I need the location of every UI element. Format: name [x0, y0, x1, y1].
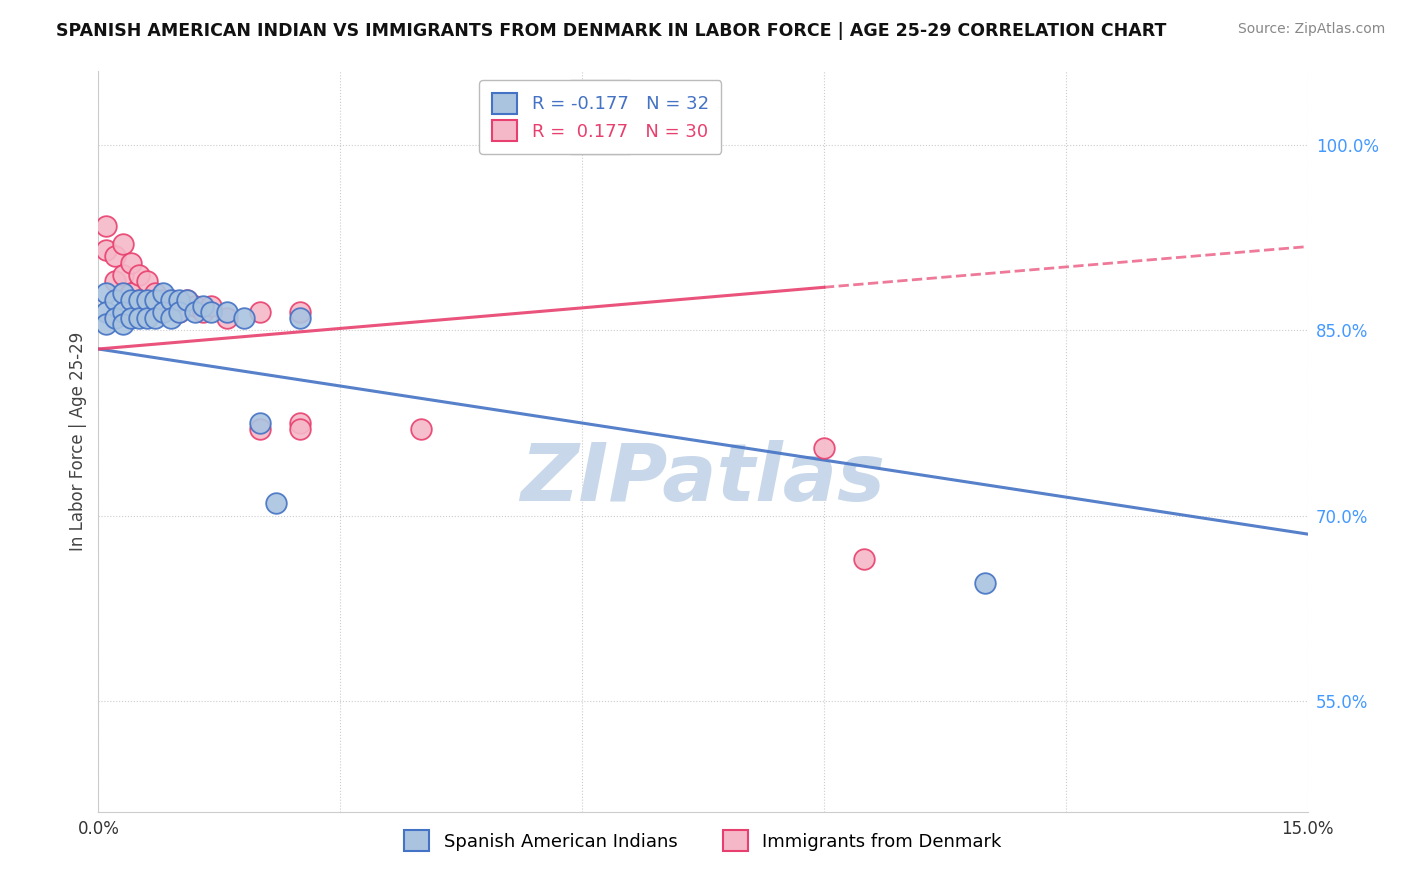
- Point: [167, 293, 190, 307]
- Point: [103, 274, 125, 288]
- Point: [813, 441, 835, 455]
- Legend: Spanish American Indians, Immigrants from Denmark: Spanish American Indians, Immigrants fro…: [394, 820, 1012, 862]
- Point: [193, 305, 215, 319]
- Point: [120, 286, 142, 301]
- Point: [288, 422, 311, 436]
- Point: [264, 496, 287, 510]
- Point: [193, 299, 215, 313]
- Point: [249, 305, 271, 319]
- Point: [96, 219, 118, 233]
- Point: [135, 274, 157, 288]
- Text: ZIPatlas: ZIPatlas: [520, 440, 886, 517]
- Point: [167, 305, 190, 319]
- Point: [288, 416, 311, 430]
- Point: [103, 311, 125, 326]
- Point: [103, 293, 125, 307]
- Point: [96, 244, 118, 258]
- Point: [217, 311, 239, 326]
- Point: [409, 422, 432, 436]
- Point: [128, 293, 150, 307]
- Point: [111, 268, 134, 282]
- Point: [176, 293, 198, 307]
- Point: [160, 311, 183, 326]
- Point: [974, 576, 997, 591]
- Text: SPANISH AMERICAN INDIAN VS IMMIGRANTS FROM DENMARK IN LABOR FORCE | AGE 25-29 CO: SPANISH AMERICAN INDIAN VS IMMIGRANTS FR…: [56, 22, 1167, 40]
- Point: [853, 551, 876, 566]
- Point: [232, 311, 254, 326]
- Point: [128, 268, 150, 282]
- Point: [120, 311, 142, 326]
- Point: [111, 286, 134, 301]
- Point: [128, 293, 150, 307]
- Point: [96, 305, 118, 319]
- Point: [152, 305, 174, 319]
- Point: [143, 293, 166, 307]
- Point: [217, 305, 239, 319]
- Point: [103, 250, 125, 264]
- Y-axis label: In Labor Force | Age 25-29: In Labor Force | Age 25-29: [69, 332, 87, 551]
- Point: [111, 305, 134, 319]
- Point: [167, 305, 190, 319]
- Point: [143, 286, 166, 301]
- Point: [184, 299, 207, 313]
- Point: [160, 293, 183, 307]
- Point: [96, 286, 118, 301]
- Point: [135, 299, 157, 313]
- Point: [200, 299, 222, 313]
- Point: [96, 318, 118, 332]
- Point: [249, 416, 271, 430]
- Point: [288, 305, 311, 319]
- Point: [135, 293, 157, 307]
- Point: [120, 293, 142, 307]
- Point: [120, 255, 142, 269]
- Text: Source: ZipAtlas.com: Source: ZipAtlas.com: [1237, 22, 1385, 37]
- Point: [111, 318, 134, 332]
- Point: [152, 286, 174, 301]
- Point: [152, 305, 174, 319]
- Point: [200, 305, 222, 319]
- Point: [184, 305, 207, 319]
- Point: [111, 237, 134, 252]
- Point: [160, 293, 183, 307]
- Point: [249, 422, 271, 436]
- Point: [135, 311, 157, 326]
- Point: [288, 311, 311, 326]
- Point: [128, 311, 150, 326]
- Point: [152, 293, 174, 307]
- Point: [176, 293, 198, 307]
- Point: [143, 311, 166, 326]
